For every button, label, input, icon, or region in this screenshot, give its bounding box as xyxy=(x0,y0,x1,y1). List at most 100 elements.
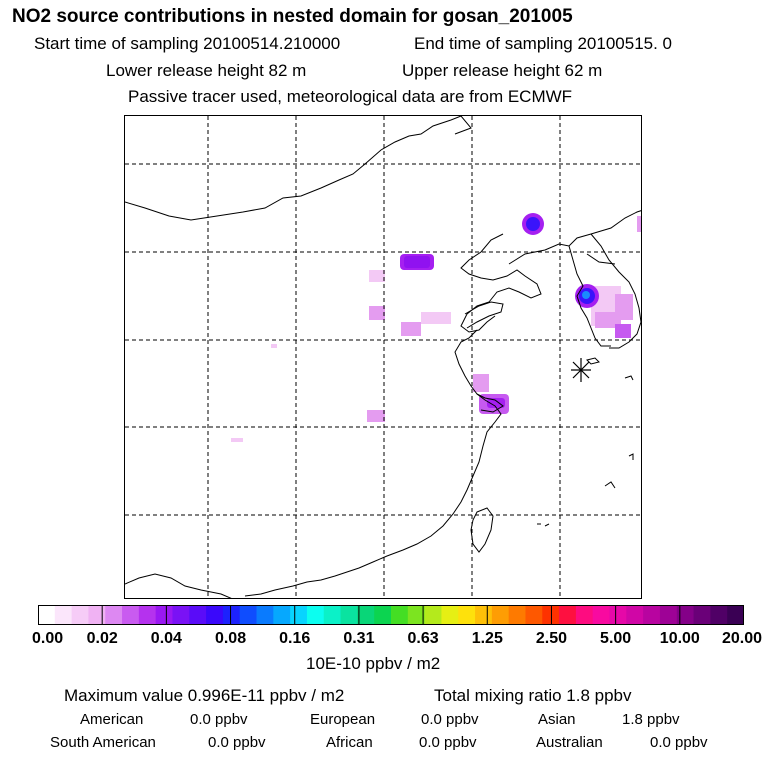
map-canvas xyxy=(125,116,641,598)
plume-cell xyxy=(615,324,631,338)
plume-cell xyxy=(369,306,385,320)
asterisk-receptor-icon xyxy=(571,358,591,382)
plume-cell xyxy=(473,374,489,392)
colorbar-cell xyxy=(458,605,476,625)
colorbar-cell xyxy=(592,605,611,625)
plume-cell xyxy=(487,398,505,408)
plume-cell xyxy=(421,312,451,324)
colorbar-cell xyxy=(559,605,577,625)
colorbar-cell xyxy=(491,605,510,625)
colorbar-cell xyxy=(189,605,207,625)
colorbar-tick-label: 0.02 xyxy=(86,630,118,647)
jeju-island xyxy=(586,357,600,365)
plume-cell xyxy=(595,312,621,328)
plume-cell xyxy=(637,216,641,232)
source-asian-name: Asian xyxy=(538,711,576,728)
colorbar-cell xyxy=(441,605,459,625)
korea-east-coast xyxy=(590,233,641,349)
ryukyu-island xyxy=(604,481,616,489)
summary-line: Maximum value 0.996E-11 ppbv / m2 Total … xyxy=(64,686,632,706)
release-heights: Lower release height 82 m Upper release … xyxy=(106,61,602,81)
colorbar-cell xyxy=(424,605,443,625)
colorbar-cell xyxy=(256,605,274,625)
source-american-value: 0.0 ppbv xyxy=(190,711,248,728)
colorbar-cell xyxy=(88,605,106,625)
colorbar-cell xyxy=(676,605,695,625)
plume-cell xyxy=(401,322,421,336)
colorbar-tick-label: 0.31 xyxy=(343,630,375,647)
source-european-name: European xyxy=(310,711,376,728)
map-panel xyxy=(124,115,642,599)
colorbar-cell xyxy=(138,605,157,625)
colorbar-cell xyxy=(374,605,392,625)
northern-border xyxy=(125,116,462,221)
colorbar-tick-label: 0.63 xyxy=(407,630,439,647)
plume-hotspot xyxy=(582,291,590,299)
plume-cell xyxy=(271,344,277,348)
colorbar-cell xyxy=(71,605,90,625)
korea-west-coast xyxy=(568,245,611,347)
plume-layer xyxy=(231,213,641,442)
colorbar-cell xyxy=(172,605,190,625)
bohai-coast xyxy=(460,233,542,333)
source-south-american-name: South American xyxy=(50,734,156,751)
maximum-value: Maximum value 0.996E-11 ppbv / m2 xyxy=(64,686,345,705)
start-time-label: Start time of sampling 20100514.210000 xyxy=(34,34,341,53)
colorbar-tick-label: 0.08 xyxy=(214,630,247,647)
colorbar-cell xyxy=(626,605,644,625)
colorbar-tick-label: 5.00 xyxy=(600,630,632,647)
colorbar-cell xyxy=(525,605,543,625)
total-mixing-ratio: Total mixing ratio 1.8 ppbv xyxy=(434,686,632,705)
source-african-value: 0.0 ppbv xyxy=(419,734,477,751)
source-asian-value: 1.8 ppbv xyxy=(622,711,680,728)
colorbar-cell xyxy=(155,605,174,625)
ryukyu-island xyxy=(628,453,634,460)
colorbar-cell xyxy=(575,605,594,625)
colorbar-cell xyxy=(727,605,744,625)
colorbar-cell xyxy=(105,605,123,625)
plume-cell xyxy=(231,438,243,442)
colorbar-cell xyxy=(122,605,140,625)
korea-inner-border xyxy=(586,253,616,265)
colorbar-cell xyxy=(407,605,426,625)
colorbar-tick-label: 1.25 xyxy=(471,630,503,647)
colorbar-cell xyxy=(239,605,258,625)
tracer-note: Passive tracer used, meteorological data… xyxy=(128,87,573,106)
colorbar-cell xyxy=(710,605,728,625)
colorbar-cell xyxy=(306,605,325,625)
colorbar-tick-label: 0.04 xyxy=(150,630,182,647)
yangtze-delta xyxy=(476,393,504,413)
upper-release-label: Upper release height 62 m xyxy=(402,61,603,80)
map-title: NO2 source contributions in nested domai… xyxy=(12,6,573,27)
colorbar-units: 10E-10 ppbv / m2 xyxy=(306,654,441,673)
colorbar-cell xyxy=(659,605,678,625)
colorbar-cell xyxy=(290,605,308,625)
grid-lines xyxy=(125,116,641,598)
china-east-coast xyxy=(244,329,502,597)
russia-border xyxy=(454,116,472,135)
end-time-label: End time of sampling 20100515. 0 xyxy=(414,34,673,53)
sampling-times: Start time of sampling 20100514.210000 E… xyxy=(34,34,672,54)
colorbar-tick-label: 2.50 xyxy=(535,630,568,647)
lower-release-label: Lower release height 82 m xyxy=(106,61,307,80)
colorbar xyxy=(38,605,744,625)
colorbar-cell xyxy=(273,605,291,625)
colorbar-tick-label: 0.16 xyxy=(279,630,311,647)
coastlines xyxy=(125,116,641,598)
colorbar-cell xyxy=(475,605,493,625)
colorbar-cell xyxy=(609,605,627,625)
colorbar-cell xyxy=(323,605,342,625)
colorbar-tick-label: 10.00 xyxy=(659,630,700,647)
source-australian-value: 0.0 ppbv xyxy=(650,734,708,751)
colorbar-cell xyxy=(54,605,73,625)
southwest-border xyxy=(125,573,232,598)
colorbar-cell xyxy=(222,605,241,625)
plume-cell xyxy=(404,256,430,268)
source-south-american-value: 0.0 ppbv xyxy=(208,734,266,751)
colorbar-tick-label: 20.00 xyxy=(721,630,762,647)
shandong-peninsula xyxy=(464,301,504,329)
colorbar-cell xyxy=(508,605,527,625)
source-australian-name: Australian xyxy=(536,734,603,751)
colorbar-cell xyxy=(206,605,224,625)
colorbar-cell xyxy=(38,605,56,625)
